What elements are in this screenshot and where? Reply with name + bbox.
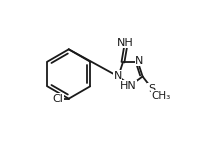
Text: CH₃: CH₃: [151, 91, 170, 101]
Text: N: N: [113, 71, 122, 81]
Text: S: S: [148, 84, 155, 94]
Text: N: N: [135, 56, 144, 66]
Text: NH: NH: [117, 38, 134, 48]
Text: Cl: Cl: [53, 94, 64, 104]
Text: HN: HN: [119, 81, 136, 91]
